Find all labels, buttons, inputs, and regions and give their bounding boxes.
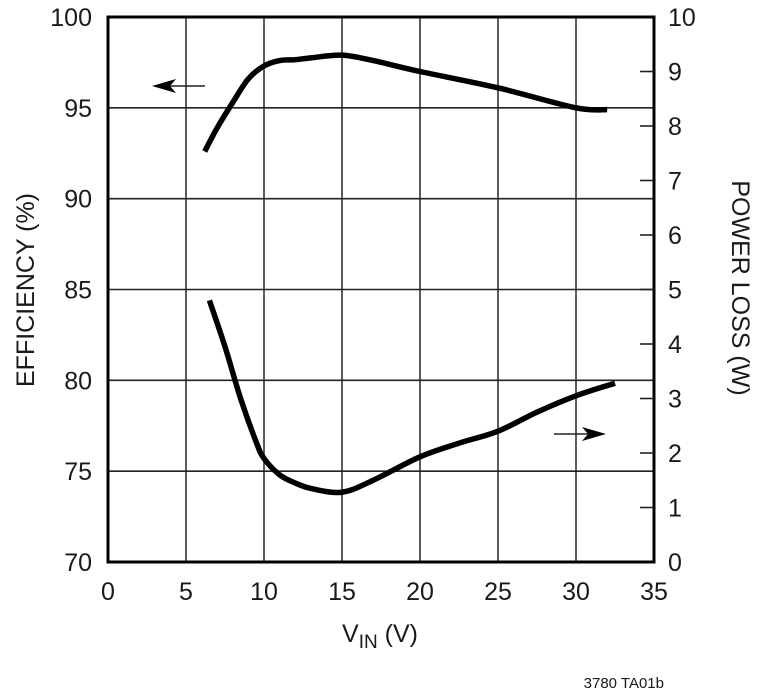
figure-id-footnote: 3780 TA01b xyxy=(584,675,664,692)
y2-tick-label: 9 xyxy=(668,59,682,87)
y2-tick-labels: 0 1 2 3 4 5 6 7 8 9 10 xyxy=(668,4,696,577)
x-tick-label: 5 xyxy=(179,578,193,606)
y-tick-label: 85 xyxy=(64,277,92,305)
x-tick-label: 15 xyxy=(328,578,356,606)
y-tick-label: 70 xyxy=(64,549,92,577)
x-tick-label: 35 xyxy=(640,578,668,606)
x-tick-labels: 0 5 10 15 20 25 30 35 xyxy=(101,578,668,606)
y2-tick-label: 5 xyxy=(668,277,682,305)
y2-tick-label: 8 xyxy=(668,113,682,141)
y2-axis-title: POWER LOSS (W) xyxy=(726,180,754,395)
data-curves xyxy=(202,52,616,496)
x-tick-label: 20 xyxy=(406,578,434,606)
x-tick-label: 10 xyxy=(250,578,278,606)
right-axis-tick-marks xyxy=(640,70,654,509)
x-tick-label: 30 xyxy=(562,578,590,606)
y2-tick-label: 1 xyxy=(668,495,682,523)
y-tick-label: 90 xyxy=(64,186,92,214)
power-loss-axis-arrow-icon xyxy=(554,427,606,441)
grid-lines xyxy=(108,17,654,562)
efficiency-axis-arrow-icon xyxy=(152,79,205,93)
y-tick-label: 75 xyxy=(64,458,92,486)
x-tick-label: 0 xyxy=(101,578,115,606)
y2-tick-label: 0 xyxy=(668,549,682,577)
y-tick-label: 80 xyxy=(64,367,92,395)
y-axis-title: EFFICIENCY (%) xyxy=(12,193,40,387)
y-tick-label: 95 xyxy=(64,95,92,123)
x-axis-title: VIN (V) xyxy=(342,620,418,653)
y2-tick-label: 7 xyxy=(668,168,682,196)
x-tick-label: 25 xyxy=(484,578,512,606)
y-tick-labels: 70 75 80 85 90 95 100 xyxy=(50,4,92,577)
efficiency-curve xyxy=(202,52,608,153)
y2-tick-label: 2 xyxy=(668,440,682,468)
y2-tick-label: 3 xyxy=(668,386,682,414)
y2-tick-label: 4 xyxy=(668,331,682,359)
y-tick-label: 100 xyxy=(50,4,92,32)
power-loss-curve xyxy=(206,299,616,496)
y2-tick-label: 6 xyxy=(668,222,682,250)
y2-tick-label: 10 xyxy=(668,4,696,32)
